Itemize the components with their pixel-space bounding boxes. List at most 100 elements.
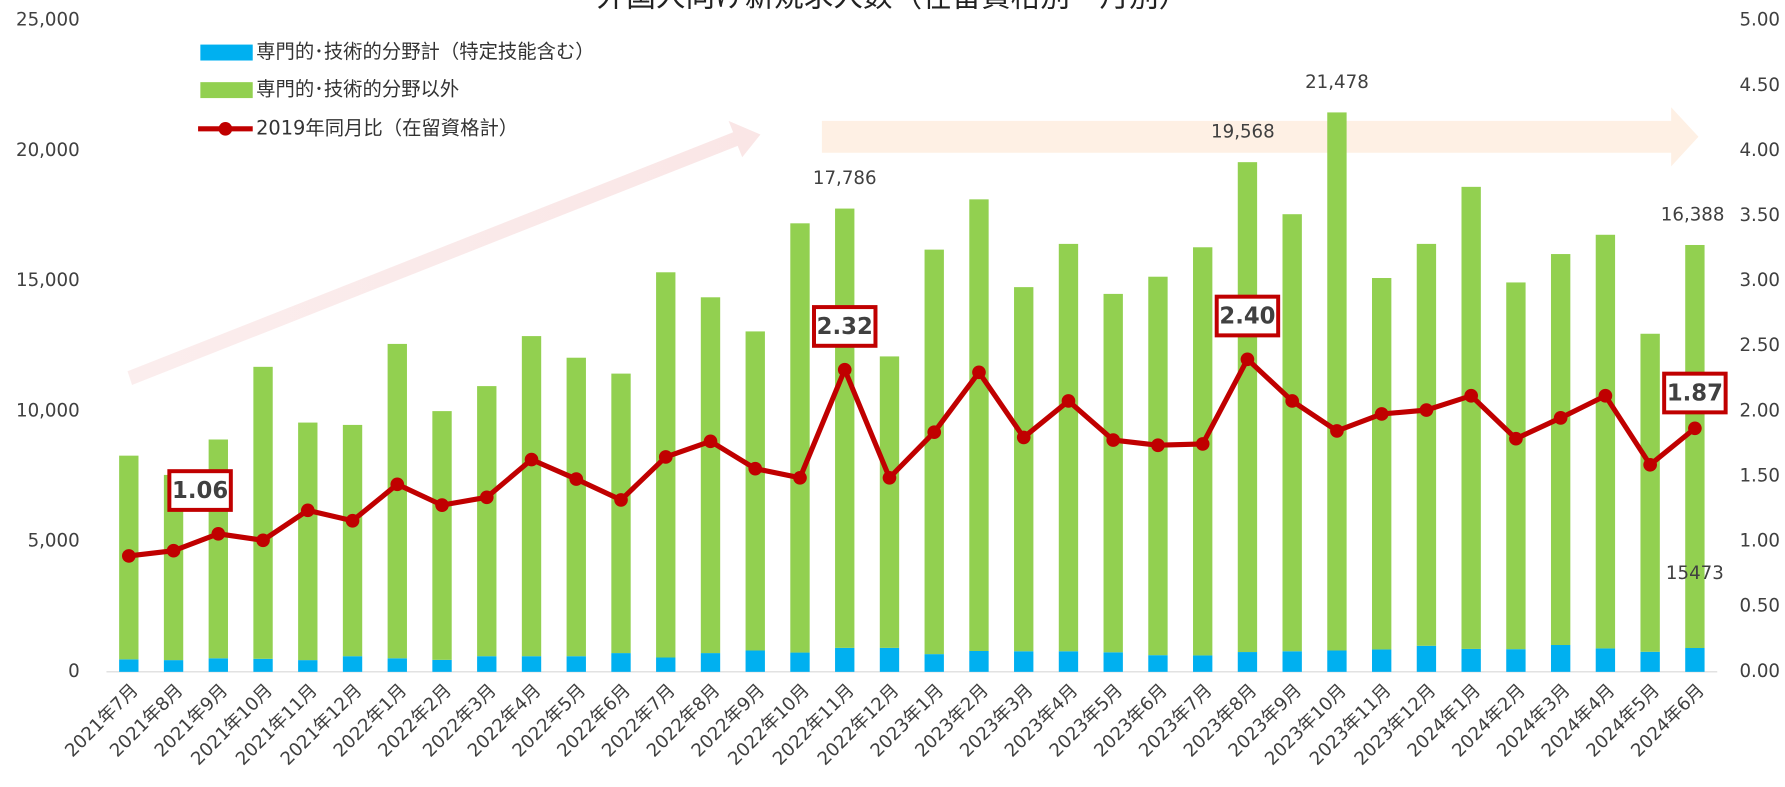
line-point (1106, 433, 1121, 447)
label-box (167, 469, 233, 512)
bar (119, 659, 139, 672)
trend-arrow (821, 107, 1699, 167)
line-point (1061, 394, 1076, 408)
bar (1014, 651, 1034, 672)
bar (1282, 214, 1302, 652)
line-point (435, 498, 449, 512)
y2-tick-label: 2.00 (1739, 400, 1780, 421)
legend-swatch (200, 82, 253, 99)
bar (969, 199, 989, 651)
bar (1372, 649, 1392, 672)
y2-tick-label: 3.00 (1739, 270, 1780, 291)
bar (656, 657, 676, 672)
y-tick-label: 0 (68, 661, 80, 682)
line-point (166, 543, 181, 558)
bar (1327, 112, 1347, 651)
bar (700, 297, 721, 654)
y2-tick-label: 1.00 (1739, 531, 1780, 552)
bar (1148, 655, 1168, 672)
line-point (1151, 438, 1165, 453)
line-point (1598, 388, 1613, 403)
line-point (793, 470, 807, 485)
label-box (812, 305, 878, 348)
data-label: 1.06 (172, 478, 228, 504)
bar (1461, 648, 1481, 672)
bar (342, 656, 363, 672)
line-point (837, 362, 852, 377)
bar (566, 656, 586, 672)
line-point (1374, 407, 1389, 421)
bar (1640, 333, 1660, 652)
bar (1595, 648, 1616, 672)
y-tick-label: 20,000 (16, 140, 80, 161)
bar (1193, 655, 1213, 672)
legend-label: 2019年同月比（在留資格計） (256, 116, 518, 139)
bar (1640, 651, 1660, 672)
y-tick-label: 15,000 (16, 270, 80, 291)
line-point (524, 452, 539, 467)
label-box (1662, 371, 1728, 415)
y2-tick-label: 3.50 (1739, 205, 1780, 226)
y-tick-label: 25,000 (16, 10, 80, 31)
bar (1595, 234, 1616, 649)
bar (387, 343, 407, 659)
bar (1327, 650, 1347, 672)
bar (611, 373, 631, 654)
bar (745, 331, 765, 651)
bar (790, 223, 810, 653)
bar (1550, 645, 1571, 672)
legend-label: 専門的･技術的分野計（特定技能含む） (256, 40, 595, 63)
bar (432, 659, 452, 672)
line-point (1509, 431, 1523, 446)
data-label: 1.87 (1667, 381, 1723, 407)
bar (387, 658, 407, 672)
line-point (658, 450, 673, 464)
bar (163, 660, 184, 672)
line-point (390, 477, 405, 492)
y2-tick-label: 0.00 (1739, 661, 1780, 682)
bar (1148, 276, 1168, 656)
chart-title: 外国人向け新規求人数（在留資格別・月別） (597, 0, 1189, 13)
total-label: 16,388 (1661, 204, 1725, 225)
bar (611, 653, 631, 672)
bar (1058, 651, 1079, 672)
bar (879, 647, 900, 672)
y2-tick-label: 0.50 (1739, 596, 1780, 617)
line-point (479, 490, 494, 505)
bar (477, 656, 497, 672)
bar (924, 654, 944, 672)
bar (700, 653, 721, 672)
line (128, 355, 1697, 559)
label-box (1214, 294, 1281, 338)
legend-label: 専門的･技術的分野以外 (256, 78, 459, 101)
line-point (703, 434, 718, 449)
y2-tick-label: 4.50 (1739, 75, 1780, 96)
line-point (748, 461, 763, 476)
line-point (882, 470, 897, 485)
total-label: 19,568 (1211, 122, 1275, 143)
line-point (1688, 421, 1702, 436)
y2-tick-label: 1.50 (1739, 465, 1780, 486)
line-point (1553, 411, 1568, 425)
bar (1461, 186, 1481, 649)
data-label: 2.40 (1219, 304, 1275, 330)
y-tick-label: 5,000 (28, 531, 80, 552)
line-point (256, 533, 270, 548)
bar (521, 336, 542, 657)
line-point (300, 503, 315, 518)
bar (298, 422, 318, 661)
line-point (345, 513, 360, 528)
bar (298, 660, 318, 672)
line-point (1195, 437, 1210, 451)
y2-tick-label: 2.50 (1739, 335, 1780, 356)
bar (208, 658, 228, 672)
bar (1416, 645, 1437, 672)
bar (1685, 244, 1705, 649)
bar (253, 658, 273, 672)
bar (835, 208, 855, 648)
legend-swatch (200, 44, 253, 61)
line-point (1285, 394, 1300, 408)
bar (477, 386, 497, 657)
bar (566, 357, 586, 657)
